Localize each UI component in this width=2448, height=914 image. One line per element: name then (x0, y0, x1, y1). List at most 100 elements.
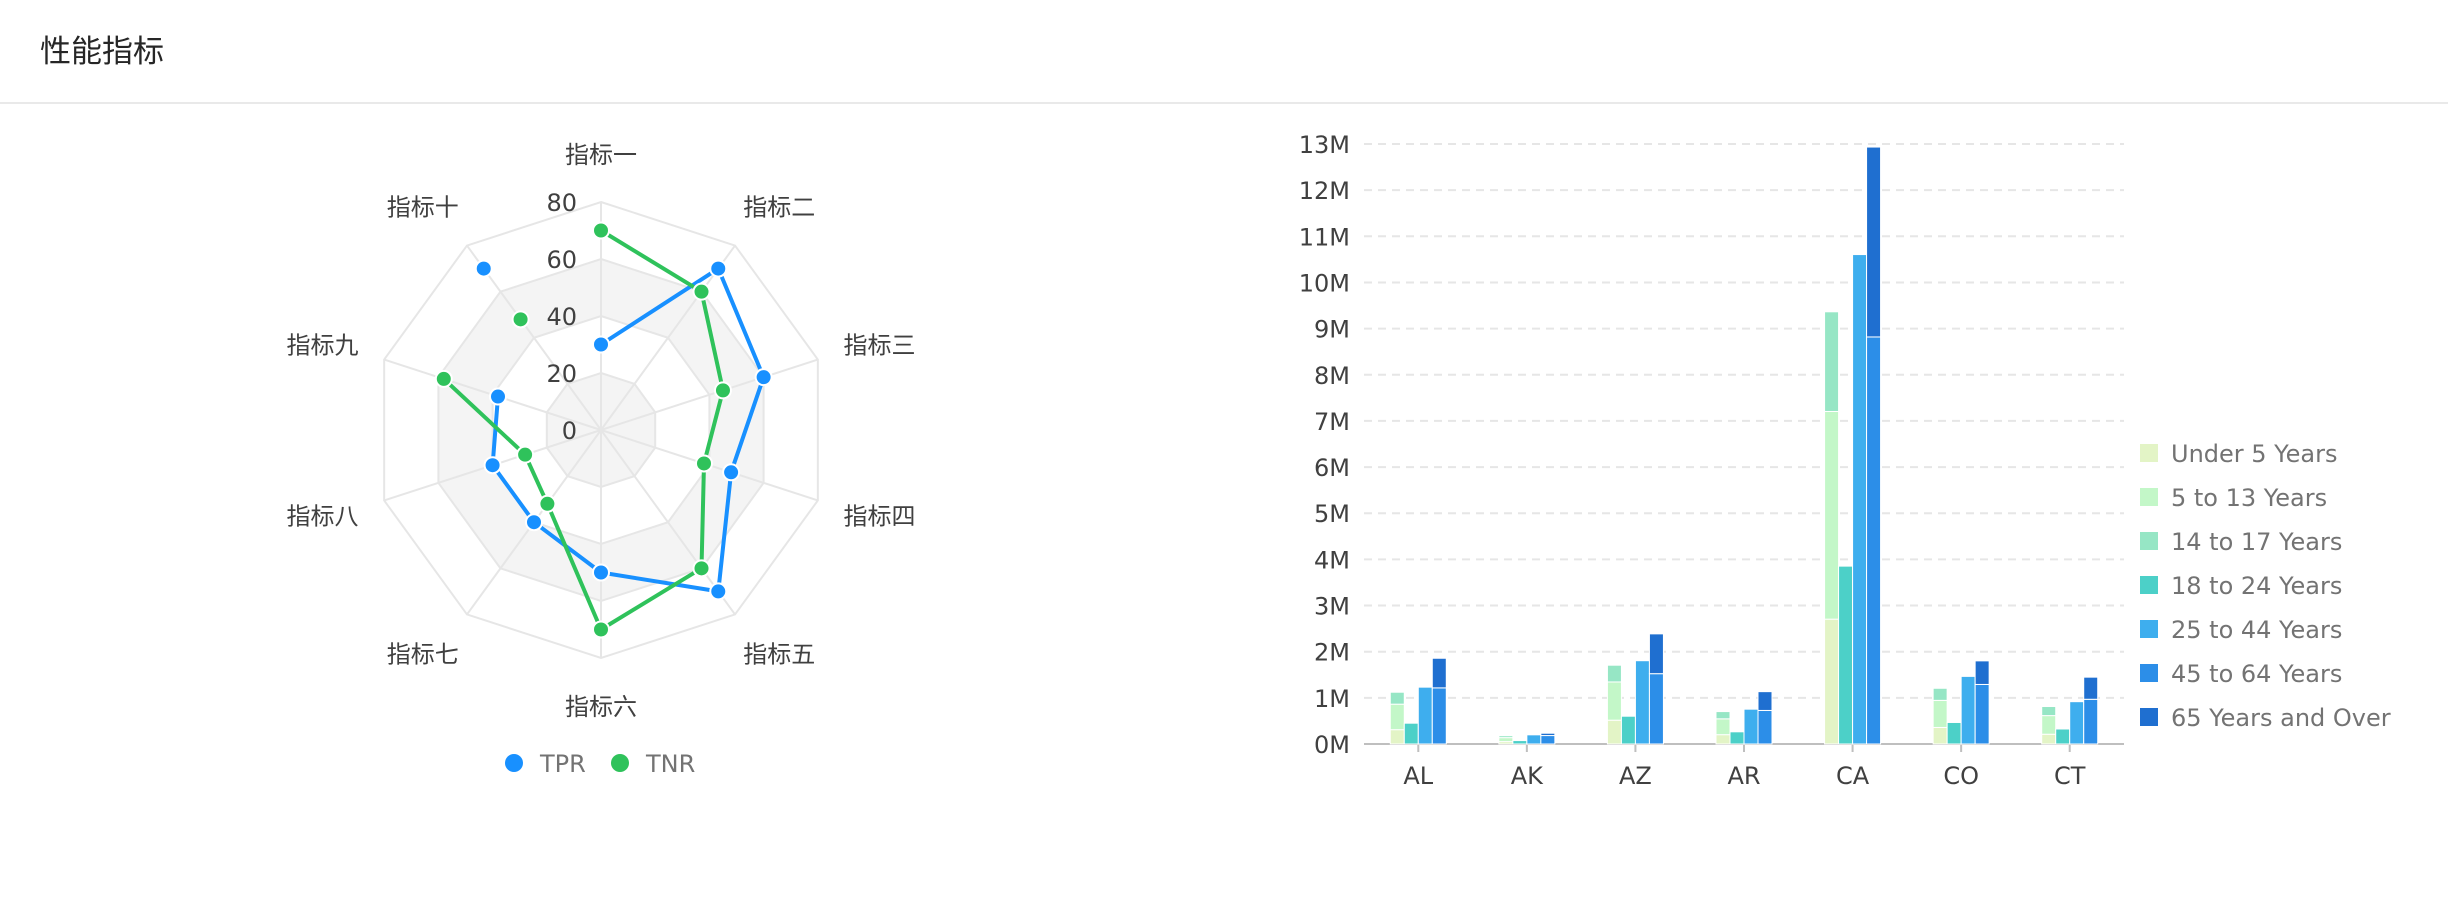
bar-segment[interactable] (1932, 687, 1948, 701)
bar-segment[interactable] (1634, 660, 1650, 745)
radar-tick-label: 40 (546, 303, 577, 331)
bar-segment[interactable] (2055, 728, 2071, 745)
bar-segment[interactable] (1431, 657, 1447, 689)
legend-label: TPR (539, 750, 586, 778)
legend-item-tnr[interactable]: TNR (611, 750, 695, 778)
bar-segment[interactable] (1540, 732, 1556, 737)
bar-segment[interactable] (1932, 699, 1948, 728)
radar-point[interactable] (474, 259, 493, 278)
legend-label: 45 to 64 Years (2171, 660, 2342, 688)
bar-segment[interactable] (1498, 735, 1514, 739)
bar-segment[interactable] (1743, 708, 1759, 745)
y-tick-label: 1M (1314, 685, 1350, 713)
bar-segment[interactable] (1648, 633, 1664, 675)
radar-tick-label: 60 (546, 246, 577, 274)
bar-segment[interactable] (1715, 734, 1731, 745)
legend-item[interactable]: 65 Years and Over (2140, 704, 2391, 732)
bar-segment[interactable] (2041, 733, 2057, 745)
bar-segment[interactable] (1498, 737, 1514, 743)
bar-segment[interactable] (1866, 146, 1882, 338)
bar-segment[interactable] (2069, 701, 2085, 745)
bar-segment[interactable] (1648, 673, 1664, 745)
x-tick-label: CO (1943, 762, 1979, 790)
bar-segment[interactable] (1946, 721, 1962, 745)
bar-segment[interactable] (1824, 311, 1840, 412)
radar-spoke (600, 358, 819, 431)
radar-point[interactable] (692, 282, 711, 301)
radar-point[interactable] (722, 463, 741, 482)
legend-item-tpr[interactable]: TPR (505, 750, 586, 778)
bar-segment[interactable] (1960, 675, 1976, 745)
radar-point[interactable] (483, 456, 502, 475)
legend-item[interactable]: 25 to 44 Years (2140, 616, 2342, 644)
bar-segment[interactable] (1824, 618, 1840, 745)
bar-segment[interactable] (1431, 687, 1447, 745)
radar-indicator-label: 指标五 (743, 640, 815, 668)
bar-segment[interactable] (2041, 715, 2057, 735)
bar-segment[interactable] (1389, 703, 1405, 731)
bar-segment[interactable] (1852, 254, 1868, 745)
bar-segment[interactable] (1824, 410, 1840, 620)
radar-point[interactable] (592, 620, 610, 639)
radar-series-tpr (474, 259, 773, 601)
legend-item[interactable]: 5 to 13 Years (2140, 484, 2327, 512)
bar-segment[interactable] (1838, 565, 1854, 745)
y-tick-label: 3M (1314, 593, 1350, 621)
radar-indicator-label: 指标一 (565, 141, 637, 169)
bar-segment[interactable] (1729, 731, 1745, 745)
legend-item[interactable]: Under 5 Years (2140, 440, 2338, 468)
bar-segment[interactable] (1403, 722, 1419, 745)
radar-point[interactable] (524, 513, 543, 532)
radar-point[interactable] (709, 259, 728, 278)
radar-point[interactable] (592, 221, 610, 240)
bar-group-al (1389, 657, 1447, 745)
legend-item[interactable]: 45 to 64 Years (2140, 660, 2342, 688)
radar-point[interactable] (516, 445, 535, 464)
bar-segment[interactable] (1389, 691, 1405, 705)
bar-segment[interactable] (1974, 683, 1990, 745)
legend-label: Under 5 Years (2171, 440, 2338, 468)
legend-marker (2140, 620, 2158, 638)
radar-point[interactable] (538, 494, 557, 513)
bar-segment[interactable] (1715, 718, 1731, 736)
radar-point[interactable] (713, 381, 732, 400)
x-tick-label: AR (1727, 762, 1760, 790)
legend-label: 25 to 44 Years (2171, 616, 2342, 644)
bar-segment[interactable] (1417, 686, 1433, 745)
radar-point[interactable] (592, 335, 610, 354)
legend-item[interactable]: 18 to 24 Years (2140, 572, 2342, 600)
radar-point[interactable] (592, 563, 610, 582)
bar-segment[interactable] (1526, 734, 1542, 745)
bar-segment[interactable] (1606, 681, 1622, 721)
bar-segment[interactable] (1866, 336, 1882, 745)
bar-segment[interactable] (1512, 740, 1528, 745)
radar-point[interactable] (694, 454, 713, 473)
legend-label: 5 to 13 Years (2171, 484, 2327, 512)
radar-point[interactable] (489, 387, 508, 406)
bar-group-ak (1498, 732, 1556, 745)
bar-segment[interactable] (1606, 719, 1622, 745)
bar-segment[interactable] (1932, 726, 1948, 745)
radar-point[interactable] (692, 559, 711, 578)
bar-segment[interactable] (1540, 735, 1556, 745)
radar-point[interactable] (434, 369, 453, 388)
bar-segment[interactable] (1620, 715, 1636, 745)
bar-group-ct (2041, 676, 2099, 745)
bar-segment[interactable] (1389, 729, 1405, 745)
bar-segment[interactable] (1757, 691, 1773, 711)
bar-segment[interactable] (1606, 664, 1622, 683)
bar-segment[interactable] (2041, 706, 2057, 717)
radar-indicator-label: 指标六 (565, 693, 637, 721)
bar-segment[interactable] (2083, 698, 2099, 745)
bar-segment[interactable] (1757, 709, 1773, 745)
radar-point[interactable] (709, 582, 728, 601)
bar-segment[interactable] (2083, 676, 2099, 700)
y-tick-label: 7M (1314, 408, 1350, 436)
bar-segment[interactable] (1715, 711, 1731, 720)
legend-marker (611, 754, 629, 772)
radar-point[interactable] (754, 368, 773, 387)
radar-point[interactable] (511, 310, 530, 329)
bar-segment[interactable] (1974, 660, 1990, 685)
legend-item[interactable]: 14 to 17 Years (2140, 528, 2342, 556)
